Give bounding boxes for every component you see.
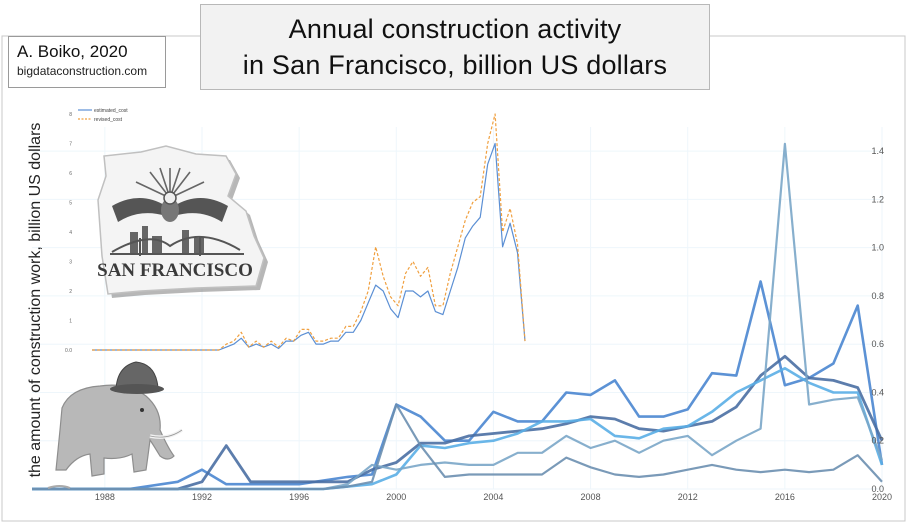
y-tick-label: 1.0 [871,243,884,253]
x-tick-label: 1996 [289,492,309,502]
inset-y-tick-label: 0.0 [65,348,72,354]
author-name: A. Boiko, 2020 [17,42,128,61]
author-box: A. Boiko, 2020 bigdataconstruction.com [8,36,166,88]
series-line-3 [32,366,884,491]
x-tick-label: 1992 [192,492,212,502]
inset-series [92,113,526,351]
logo-text: SAN FRANCISCO [97,260,253,281]
inset-y-tick-label: 8 [69,112,72,118]
y-tick-label: 0.6 [871,339,884,349]
inset-y-axis-ticks: 0.0 1 2 3 4 5 6 7 8 [65,112,72,354]
chart-title-box: Annual construction activity in San Fran… [200,4,710,90]
x-tick-label: 2008 [581,492,601,502]
inset-y-tick-label: 3 [69,260,72,266]
main-series [32,142,884,491]
series-line-2 [32,354,884,491]
series-line-4 [32,142,884,491]
x-tick-label: 2020 [872,492,892,502]
series-line-5 [32,403,883,491]
san-francisco-logo: SAN FRANCISCO [97,145,268,298]
y-axis-label: the amount of construction work, billion… [27,122,44,478]
inset-chart: 0.0 1 2 3 4 5 6 7 8 estimated_cost revised_cost [65,108,526,354]
author-website: bigdataconstruction.com [17,64,148,78]
inset-y-tick-label: 2 [69,289,72,295]
chart-title-line-1: Annual construction activity [288,14,622,44]
x-tick-label: 2000 [386,492,406,502]
inset-y-tick-label: 5 [69,201,72,207]
inset-legend: estimated_cost revised_cost [78,108,128,123]
inset-y-tick-label: 6 [69,171,72,177]
x-tick-label: 2012 [678,492,698,502]
y-tick-label: 0.4 [871,387,884,397]
legend-label-revised: revised_cost [94,117,123,123]
series-line-1 [32,280,884,491]
x-tick-label: 2016 [775,492,795,502]
chart-title-line-2: in San Francisco, billion US dollars [242,50,668,80]
x-axis-ticks: 1988 1992 1996 2000 2004 2008 2012 2016 2020 [95,492,892,502]
y-axis-ticks: 0.0 0.2 0.4 0.6 0.8 1.0 1.2 1.4 [871,146,884,494]
inset-y-tick-label: 4 [69,230,72,236]
inset-y-tick-label: 7 [69,142,72,148]
y-tick-label: 1.4 [871,146,884,156]
legend-label-estimated: estimated_cost [94,108,128,114]
y-tick-label: 0.2 [871,436,884,446]
y-tick-label: 1.2 [871,194,884,204]
inset-line-revised_cost [92,113,526,351]
x-tick-label: 1988 [95,492,115,502]
mammoth-mascot-icon [47,361,184,489]
y-tick-label: 0.0 [871,484,884,494]
inset-y-tick-label: 1 [69,319,72,325]
x-tick-label: 2004 [483,492,503,502]
y-tick-label: 0.8 [871,291,884,301]
